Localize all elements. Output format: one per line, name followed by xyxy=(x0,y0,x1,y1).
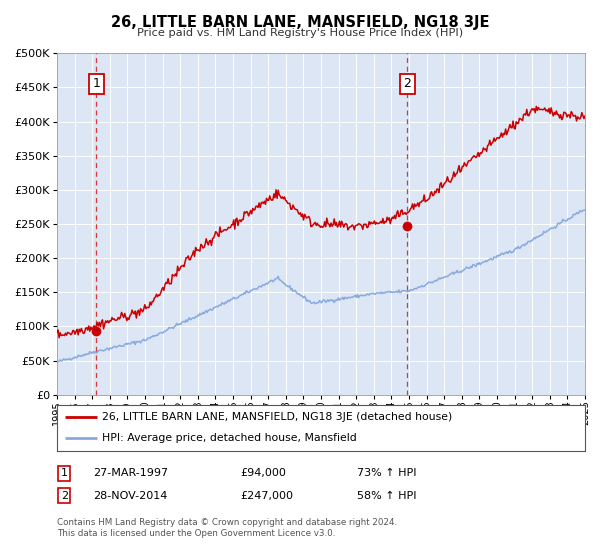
Text: 27-MAR-1997: 27-MAR-1997 xyxy=(93,468,168,478)
Text: £94,000: £94,000 xyxy=(240,468,286,478)
Text: 58% ↑ HPI: 58% ↑ HPI xyxy=(357,491,416,501)
Text: This data is licensed under the Open Government Licence v3.0.: This data is licensed under the Open Gov… xyxy=(57,529,335,538)
Text: 26, LITTLE BARN LANE, MANSFIELD, NG18 3JE: 26, LITTLE BARN LANE, MANSFIELD, NG18 3J… xyxy=(111,15,489,30)
Text: 1: 1 xyxy=(92,77,100,91)
Text: 73% ↑ HPI: 73% ↑ HPI xyxy=(357,468,416,478)
Text: HPI: Average price, detached house, Mansfield: HPI: Average price, detached house, Mans… xyxy=(102,433,356,443)
Text: Contains HM Land Registry data © Crown copyright and database right 2024.: Contains HM Land Registry data © Crown c… xyxy=(57,518,397,527)
Text: 1: 1 xyxy=(61,468,68,478)
Text: £247,000: £247,000 xyxy=(240,491,293,501)
Text: 28-NOV-2014: 28-NOV-2014 xyxy=(93,491,167,501)
Text: Price paid vs. HM Land Registry's House Price Index (HPI): Price paid vs. HM Land Registry's House … xyxy=(137,28,463,38)
Text: 26, LITTLE BARN LANE, MANSFIELD, NG18 3JE (detached house): 26, LITTLE BARN LANE, MANSFIELD, NG18 3J… xyxy=(102,412,452,422)
Text: 2: 2 xyxy=(403,77,412,91)
Text: 2: 2 xyxy=(61,491,68,501)
